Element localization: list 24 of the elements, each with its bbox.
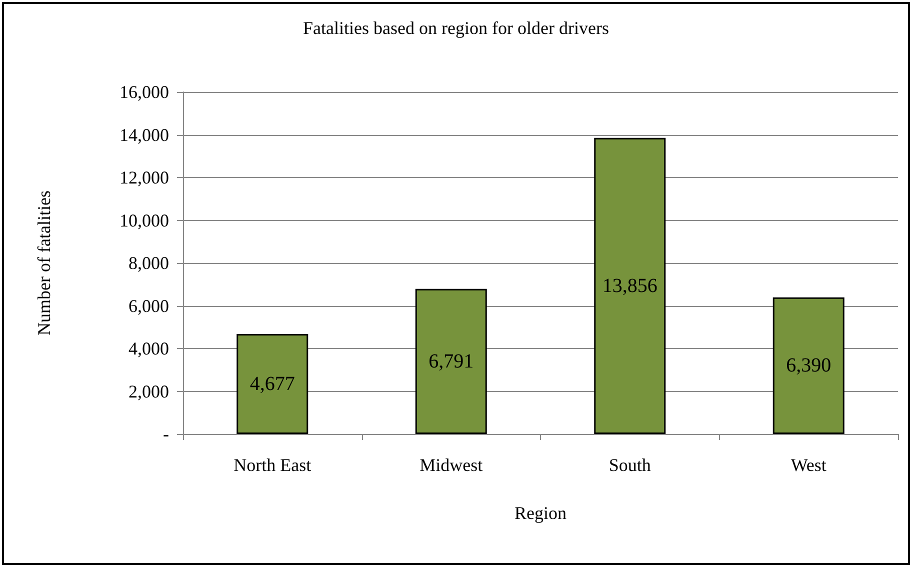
data-label: 4,677 [250,373,295,396]
y-tick-label: 4,000 [128,338,169,358]
y-tick-label: 14,000 [120,124,169,145]
y-tick-label: 12,000 [120,168,169,188]
y-axis-title: Number of fatalities [34,190,54,336]
x-tick-label: West [790,455,826,475]
y-tick-label: 8,000 [128,253,169,273]
data-label: 13,856 [602,274,658,297]
data-label: 6,390 [786,354,832,377]
x-axis-title: Region [514,503,566,523]
y-tick-label: 6,000 [128,296,169,316]
bar [594,138,666,434]
x-tick-label: South [608,455,651,475]
y-tick-label: 10,000 [120,210,169,230]
chart-title: Fatalities based on region for older drivers [303,18,609,38]
x-tick-label: Midwest [420,455,483,475]
y-tick-label: 2,000 [128,381,169,402]
x-tick-label: North East [234,455,312,475]
bar [415,288,487,434]
bar [236,334,308,434]
y-tick-label: 16,000 [120,82,169,102]
y-tick-label: - [163,424,169,444]
bar [772,297,844,434]
data-label: 6,791 [428,350,474,372]
